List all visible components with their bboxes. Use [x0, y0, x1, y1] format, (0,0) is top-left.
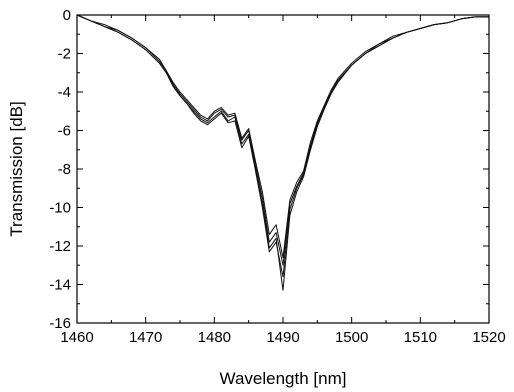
x-tick-label: 1510: [404, 329, 437, 346]
y-tick-label: -16: [49, 315, 71, 332]
series-line-4: [76, 14, 490, 278]
tick-labels: 1460 1470 1480 1490 1500 1510 1520 0 -2 -4 -6 -8 -10…: [49, 7, 505, 346]
y-tick-label: -6: [58, 123, 71, 140]
y-tick-label: 0: [63, 7, 71, 24]
y-tick-label: -10: [49, 200, 71, 217]
y-tick-label: -8: [58, 161, 71, 178]
x-axis-title: Wavelength [nm]: [220, 369, 347, 388]
x-tick-label: 1470: [129, 329, 162, 346]
series-line-1: [76, 14, 490, 266]
y-tick-label: -2: [58, 46, 71, 63]
series-line-2: [76, 14, 490, 291]
y-tick-label: -14: [49, 277, 71, 294]
x-tick-label: 1460: [60, 329, 93, 346]
plot-frame: [76, 14, 490, 324]
series-group: [76, 14, 490, 291]
x-tick-label: 1490: [266, 329, 299, 346]
x-tick-label: 1520: [472, 329, 505, 346]
x-tick-label: 1500: [335, 329, 368, 346]
x-tick-label: 1480: [198, 329, 231, 346]
series-line-3: [76, 14, 490, 259]
y-tick-label: -12: [49, 238, 71, 255]
y-tick-label: -4: [58, 84, 71, 101]
y-axis-title: Transmission [dB]: [7, 101, 26, 236]
